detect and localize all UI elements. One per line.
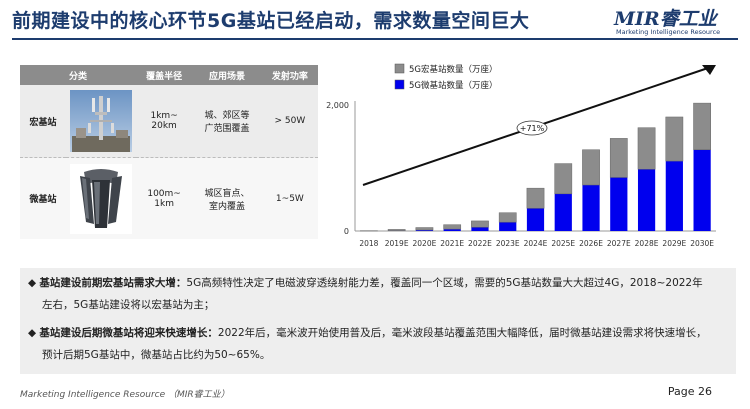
row-radius: 1km~ 20km	[136, 85, 193, 158]
note-2-heading: 基站建设后期微基站将迎来快速增长：	[39, 327, 218, 339]
row-type: 微基站	[20, 157, 66, 239]
macro-station-bar	[554, 163, 573, 195]
micro-station-bar	[693, 149, 711, 231]
notes-box: ◆ 基站建设前期宏基站需求大增：5G高频特性决定了电磁波穿透绕射能力差，覆盖同一…	[20, 268, 736, 374]
table-header-row: 分类 覆盖半径 应用场景 发射功率	[20, 65, 318, 85]
macro-station-bar	[693, 102, 711, 150]
y-tick-label: 2,000	[326, 101, 349, 110]
macro-station-bar	[526, 187, 545, 209]
title-divider	[12, 38, 738, 40]
micro-station-bar	[415, 230, 434, 231]
page-number: Page 26	[667, 385, 712, 398]
x-tick-label: 2030E	[690, 239, 714, 248]
x-tick-label: 2026E	[579, 239, 603, 248]
note-2-continued: 预计后期5G基站中，微基站占比约为50~65%。	[42, 349, 271, 361]
x-tick-label: 2027E	[607, 239, 631, 248]
x-tick-label: 2020E	[413, 239, 437, 248]
x-tick-label: 2025E	[551, 239, 575, 248]
note-bullet: ◆	[28, 327, 40, 339]
row-scene: 城区盲点、 室内覆盖	[192, 157, 262, 239]
micro-station-bar	[443, 229, 461, 231]
x-tick-label: 2019E	[385, 239, 409, 248]
micro-station-image	[66, 157, 136, 239]
base-station-table: 分类 覆盖半径 应用场景 发射功率 宏基站	[20, 65, 318, 239]
micro-station-bar	[665, 161, 683, 231]
macro-station-bar	[637, 127, 656, 170]
growth-annotation: +71%	[520, 124, 545, 133]
note-bullet: ◆	[28, 277, 40, 289]
macro-station-image	[66, 85, 136, 158]
table-row: 宏基站 1km~ 20km 城、郊区	[20, 85, 318, 158]
base-station-forecast-chart: 0 2,000 2018 2019E 2020E 2021E 2022E 2023E 2024E…	[326, 63, 716, 248]
row-type: 宏基站	[20, 85, 66, 158]
x-tick-label: 2028E	[635, 239, 659, 248]
macro-station-bar	[498, 212, 517, 223]
x-tick-label: 2023E	[496, 239, 520, 248]
legend-label: 5G微基站数量（万座）	[409, 80, 498, 91]
trend-arrowhead	[702, 65, 716, 75]
growth-annotation-oval	[516, 120, 548, 136]
logo-wordmark: MIR睿工业	[614, 8, 717, 30]
note-1-text: 5G高频特性决定了电磁波穿透绕射能力差，覆盖同一个区域，需要的5G基站数量大大超…	[186, 277, 703, 289]
note-2: ◆ 基站建设后期微基站将迎来快速增长：2022年后，毫米波开始使用普及后，毫米波…	[28, 322, 707, 344]
footer-source: Marketing Intelligence Resource （MIR睿工业）	[20, 390, 230, 400]
legend-swatch	[394, 63, 405, 74]
macro-station-bar	[415, 227, 434, 231]
macro-station-bar	[609, 138, 628, 178]
x-tick-label: 2018	[359, 239, 378, 248]
row-radius: 100m~ 1km	[136, 157, 193, 239]
note-1-continued: 左右，5G基站建设将以宏基站为主；	[42, 299, 215, 311]
micro-station-bar	[637, 169, 656, 231]
legend-label: 5G宏基站数量（万座）	[409, 64, 498, 75]
row-power: > 50W	[261, 85, 318, 158]
header-radius: 覆盖半径	[136, 65, 193, 85]
micro-station-bar	[610, 177, 628, 231]
company-logo: MIR睿工业 Marketing Intelligence Resource	[614, 4, 738, 38]
legend-swatch	[394, 79, 405, 90]
header-power: 发射功率	[261, 65, 318, 85]
micro-station-bar	[471, 227, 489, 231]
y-tick-label: 0	[344, 227, 349, 236]
micro-station-bar	[554, 193, 572, 231]
x-tick-label: 2022E	[468, 239, 492, 248]
micro-station-bar	[582, 185, 600, 231]
note-1-heading: 基站建设前期宏基站需求大增：	[39, 277, 187, 289]
header-category: 分类	[20, 65, 136, 85]
x-tick-label: 2021E	[440, 239, 464, 248]
note-1: ◆ 基站建设前期宏基站需求大增：5G高频特性决定了电磁波穿透绕射能力差，覆盖同一…	[28, 272, 703, 294]
micro-station-bar	[526, 208, 545, 231]
macro-station-bar	[471, 220, 489, 228]
micro-station-bar	[499, 222, 517, 231]
logo-tagline: Marketing Intelligence Resource	[616, 28, 721, 36]
row-scene: 城、郊区等 广范围覆盖	[192, 85, 262, 158]
header-scene: 应用场景	[192, 65, 262, 85]
note-2-text: 2022年后，毫米波开始使用普及后，毫米波段基站覆盖范围大幅降低，届时微基站建设…	[217, 327, 707, 339]
row-power: 1~5W	[261, 157, 318, 239]
x-tick-label: 2024E	[524, 239, 548, 248]
macro-station-bar	[582, 149, 600, 186]
x-tick-label: 2029E	[662, 239, 686, 248]
macro-station-bar	[443, 224, 462, 230]
page-title: 前期建设中的核心环节5G基站已经启动，需求数量空间巨大	[12, 10, 530, 32]
macro-station-bar	[665, 116, 684, 162]
table-row: 微基站 100m~ 1km 城区盲点、 室内覆盖 1~5W	[20, 157, 318, 239]
macro-station-bar	[387, 229, 406, 231]
